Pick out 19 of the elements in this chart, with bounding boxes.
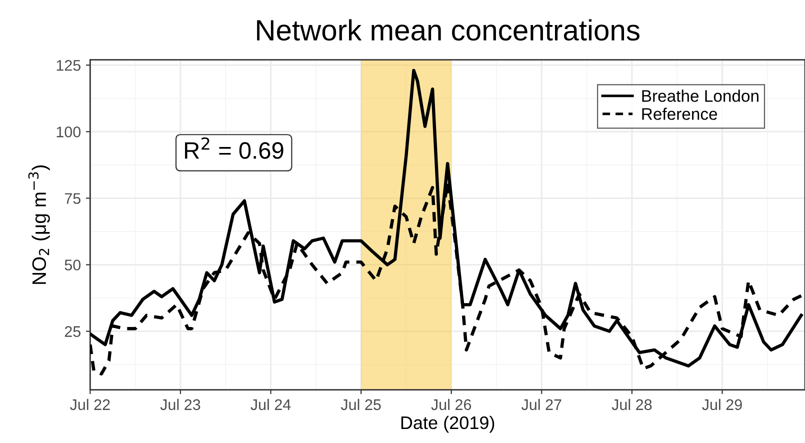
chart-title: Network mean concentrations [257, 19, 640, 41]
x-tick-label: Jul 25 [340, 398, 381, 410]
annotation: R$^{2}$ = 0.69 [185, 137, 284, 159]
x-axis-title: Date (2019) [401, 416, 494, 433]
x-tick-label: Jul 27 [521, 398, 562, 410]
y-tick-label: 25 [64, 326, 80, 337]
x-tick-label: Jul 22 [70, 398, 110, 410]
x-tick-label: Jul 24 [250, 398, 291, 410]
y-tick-label: 125 [56, 60, 80, 71]
legend-label: Breathe London [642, 90, 758, 102]
y-tick-label: 100 [56, 126, 81, 138]
y-tick-label: 75 [64, 193, 80, 204]
x-tick-label: Jul 26 [431, 398, 472, 410]
x-tick-label: Jul 28 [612, 398, 652, 410]
legend-label: Reference [642, 108, 718, 120]
y-axis-title: NO$_{2}$ (μg m$^{−3}$) [28, 165, 50, 284]
x-tick-label: Jul 29 [702, 398, 742, 410]
y-tick-label: 50 [64, 260, 81, 270]
x-tick-label: Jul 23 [160, 398, 200, 410]
